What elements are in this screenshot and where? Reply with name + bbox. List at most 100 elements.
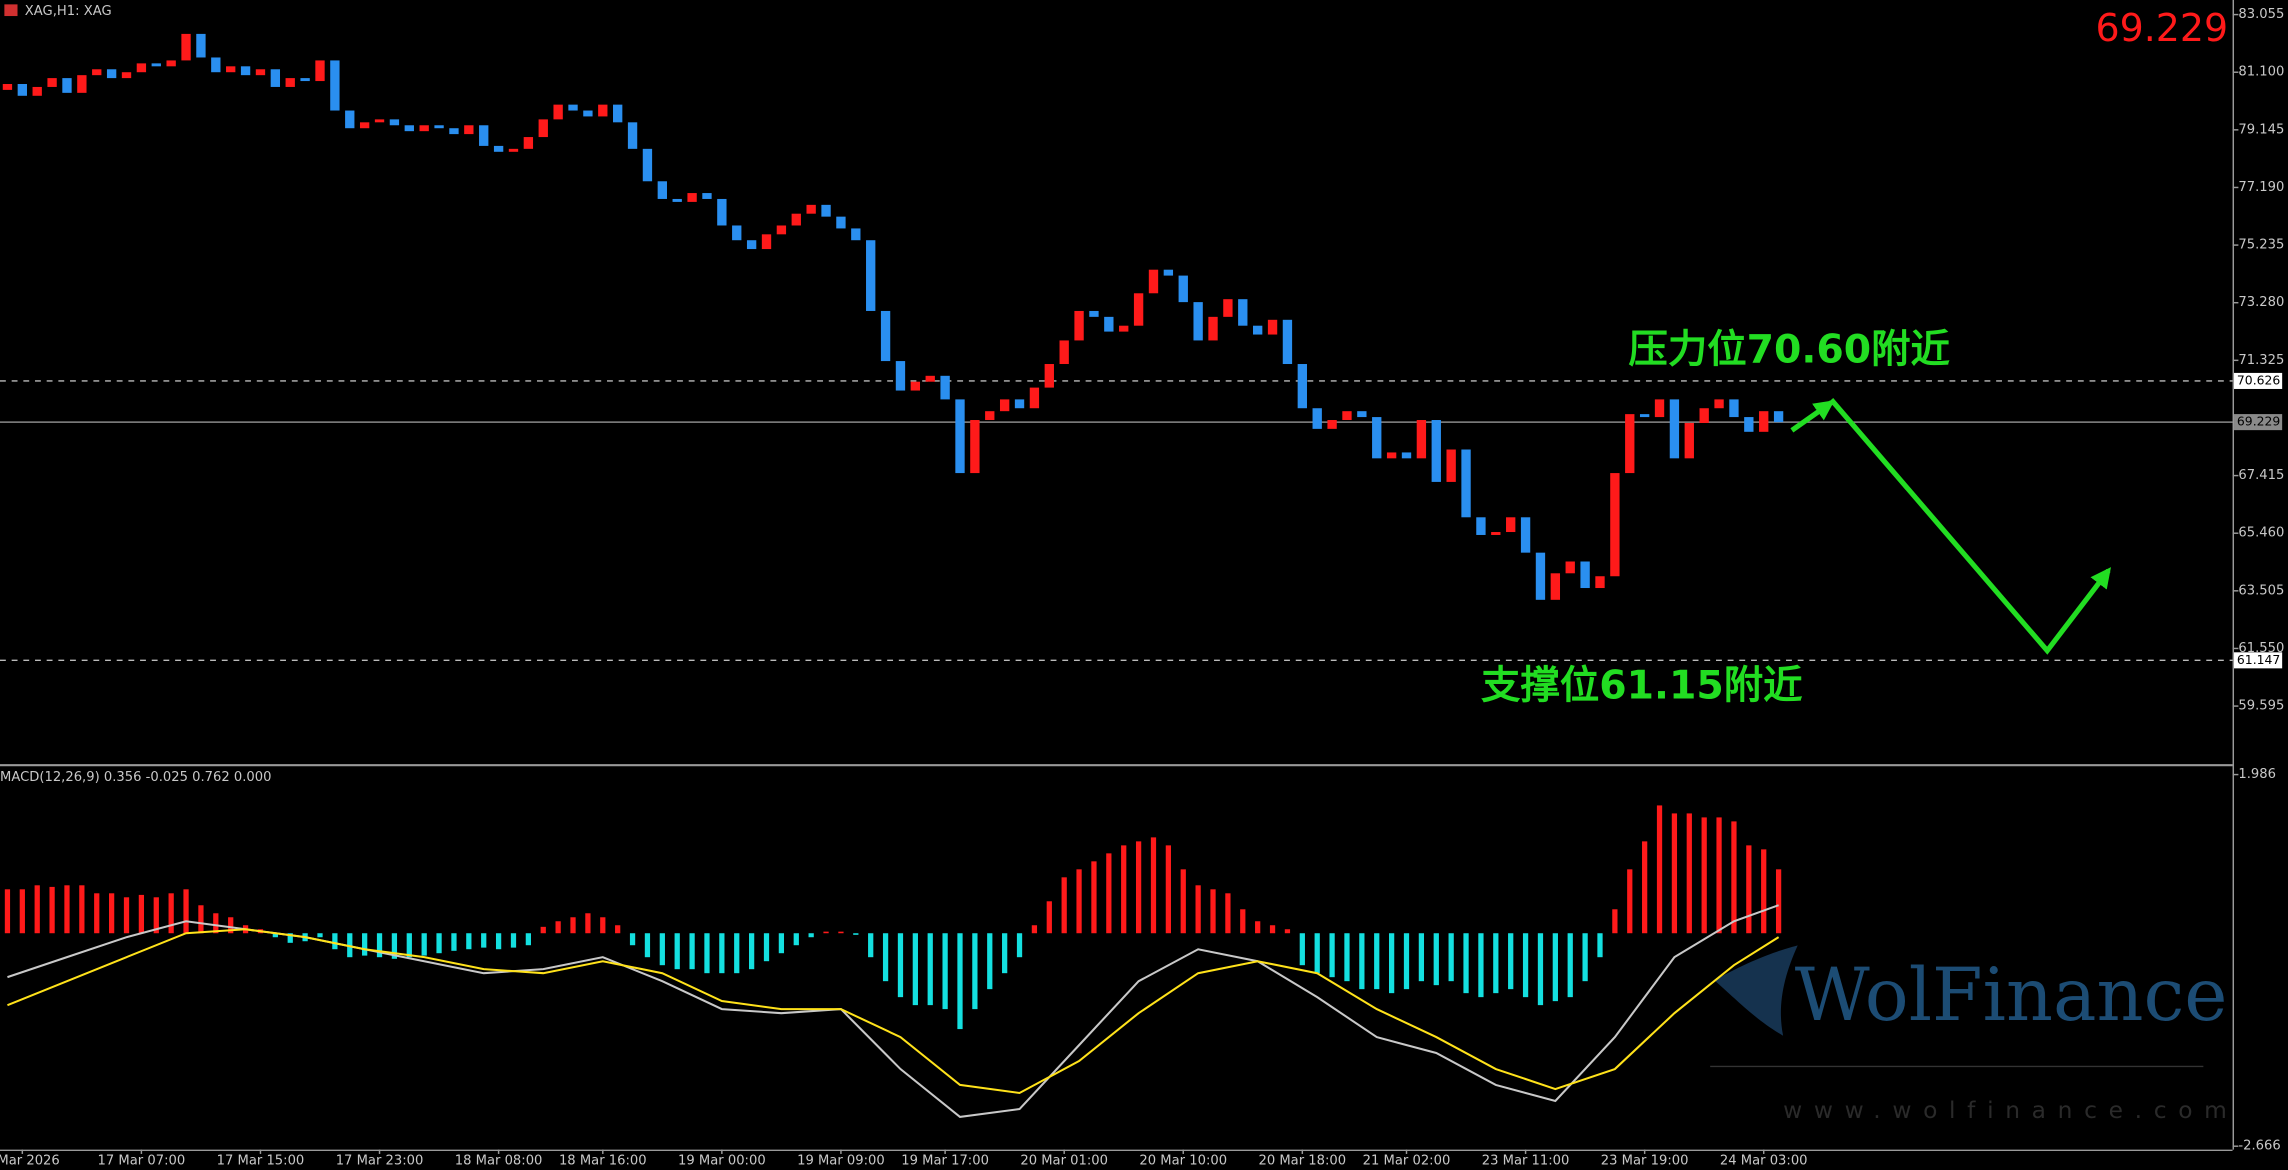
y-tick-label: 67.415 bbox=[2238, 468, 2284, 483]
candle bbox=[1744, 417, 1754, 432]
histogram-bar bbox=[481, 933, 487, 948]
candle bbox=[1312, 408, 1322, 429]
histogram-bar bbox=[838, 931, 844, 934]
histogram-bar bbox=[1627, 869, 1633, 934]
histogram-bar bbox=[109, 893, 115, 934]
candle bbox=[1163, 269, 1174, 276]
watermark-brand: WolFinance bbox=[1795, 953, 2228, 1038]
histogram-bar bbox=[927, 933, 933, 1006]
histogram-bar bbox=[1002, 933, 1008, 974]
histogram-bar bbox=[868, 933, 874, 958]
candle bbox=[1267, 319, 1278, 335]
candle bbox=[970, 420, 980, 474]
chart-icon bbox=[4, 4, 18, 17]
histogram-bar bbox=[213, 913, 219, 934]
candle bbox=[776, 225, 787, 235]
candle bbox=[687, 193, 697, 202]
candle bbox=[136, 63, 147, 73]
x-tick-label: 17 Mar 07:00 bbox=[98, 1154, 186, 1169]
candle bbox=[1386, 452, 1397, 459]
candle bbox=[330, 60, 340, 111]
candle bbox=[627, 122, 638, 149]
x-tick-label: 20 Mar 18:00 bbox=[1258, 1154, 1346, 1169]
candle bbox=[106, 69, 117, 79]
last-price-big: 69.229 bbox=[2095, 6, 2228, 50]
y-tick-label: 61.550 bbox=[2238, 641, 2284, 656]
histogram-bar bbox=[1329, 933, 1335, 978]
histogram-bar bbox=[1359, 933, 1365, 990]
price-box bbox=[2234, 652, 2283, 669]
forecast-arrow-up bbox=[1790, 400, 1835, 433]
candle bbox=[672, 198, 682, 202]
candle bbox=[613, 104, 623, 123]
histogram-bar bbox=[1031, 925, 1038, 934]
candle bbox=[702, 193, 712, 199]
histogram-bar bbox=[1210, 889, 1216, 934]
histogram-bar bbox=[674, 933, 680, 970]
candle bbox=[300, 78, 310, 82]
candle bbox=[1684, 422, 1694, 459]
histogram-bar bbox=[1150, 837, 1157, 934]
candle bbox=[1431, 420, 1441, 482]
last-price-label: 69.229 bbox=[2237, 414, 2280, 429]
candle bbox=[1520, 517, 1531, 553]
symbol-label: XAG,H1: XAG bbox=[25, 4, 112, 19]
candle bbox=[508, 148, 519, 152]
y-tick-label: 1.986 bbox=[2238, 767, 2276, 782]
histogram-bar bbox=[1731, 821, 1737, 934]
candle bbox=[1476, 517, 1486, 535]
candle bbox=[434, 125, 444, 129]
histogram-bar bbox=[362, 933, 368, 956]
histogram-bar bbox=[1314, 933, 1320, 974]
candle bbox=[151, 63, 161, 67]
candle bbox=[226, 66, 236, 73]
resistance-label: 70.626 bbox=[2237, 372, 2280, 387]
histogram-bar bbox=[19, 889, 25, 934]
candle bbox=[1014, 399, 1025, 409]
histogram-bar bbox=[1344, 933, 1350, 982]
histogram-bar bbox=[1135, 841, 1142, 934]
histogram-bar bbox=[1508, 933, 1514, 990]
x-tick-label: 20 Mar 01:00 bbox=[1020, 1154, 1108, 1169]
histogram-bar bbox=[1240, 909, 1246, 934]
y-tick-label: 63.505 bbox=[2238, 583, 2284, 598]
candle bbox=[255, 69, 266, 76]
histogram-bar bbox=[1478, 933, 1484, 998]
candle bbox=[1193, 302, 1203, 341]
candle bbox=[419, 125, 429, 132]
y-tick-label: 79.145 bbox=[2238, 122, 2284, 137]
histogram-bar bbox=[168, 893, 174, 934]
histogram-bar bbox=[1746, 845, 1752, 934]
histogram-bar bbox=[1433, 933, 1439, 986]
x-tick-label: 20 Mar 10:00 bbox=[1139, 1154, 1227, 1169]
watermark-url: www.wolfinance.com bbox=[1783, 1096, 2238, 1124]
histogram-bar bbox=[138, 894, 145, 934]
histogram-bar bbox=[1775, 869, 1782, 934]
candle bbox=[479, 125, 489, 146]
candle bbox=[1714, 399, 1724, 409]
x-tick-label: 19 Mar 17:00 bbox=[901, 1154, 989, 1169]
candle bbox=[925, 375, 935, 382]
candle bbox=[553, 104, 563, 120]
histogram-bar bbox=[1493, 933, 1499, 994]
candle bbox=[1401, 452, 1412, 459]
candle bbox=[285, 78, 295, 87]
x-tick-label: 19 Mar 00:00 bbox=[678, 1154, 766, 1169]
histogram-bar bbox=[228, 917, 234, 934]
histogram-bar bbox=[823, 931, 829, 934]
histogram-bar bbox=[1522, 933, 1529, 998]
candle bbox=[1446, 449, 1456, 482]
candle bbox=[538, 119, 548, 138]
candle bbox=[1059, 340, 1069, 365]
candle bbox=[1416, 420, 1427, 459]
candle bbox=[642, 148, 653, 182]
macd-line bbox=[7, 928, 1780, 1095]
candle bbox=[1133, 293, 1144, 326]
candle bbox=[999, 399, 1010, 412]
candle bbox=[270, 69, 281, 87]
histogram-bar bbox=[1076, 869, 1082, 934]
candle bbox=[374, 119, 385, 123]
candle bbox=[211, 57, 221, 73]
histogram-bar bbox=[1284, 929, 1291, 934]
